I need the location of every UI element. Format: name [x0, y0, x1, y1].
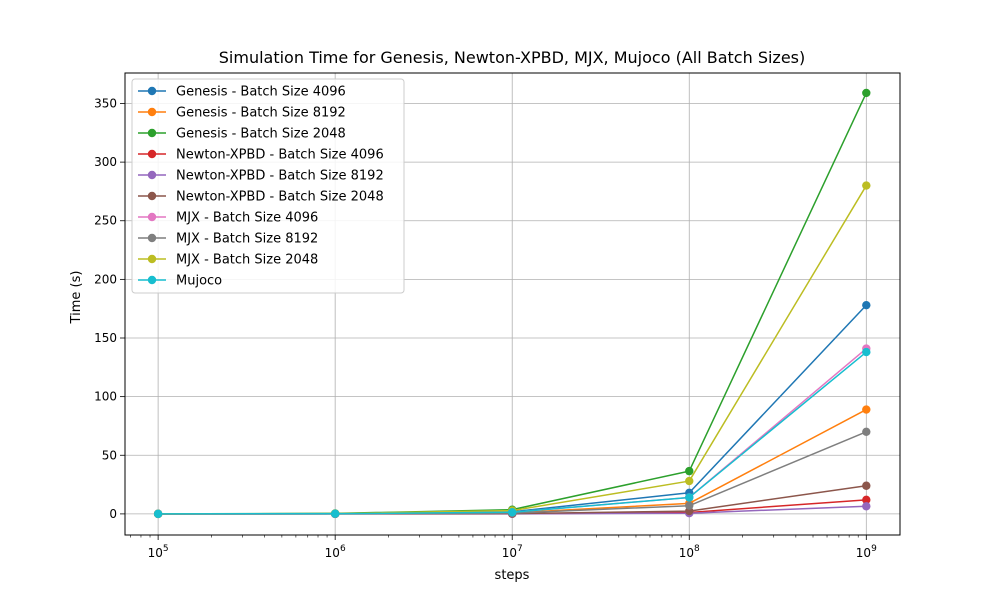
data-point	[862, 502, 871, 511]
y-tick-label: 250	[94, 214, 117, 228]
data-point	[153, 509, 163, 519]
legend-swatch-marker	[147, 254, 157, 264]
data-point	[862, 347, 871, 357]
data-point	[862, 481, 871, 490]
legend-item: Genesis - Batch Size 2048	[138, 127, 346, 142]
legend-swatch-marker	[147, 275, 157, 285]
y-tick-label: 150	[94, 331, 117, 345]
legend-box	[131, 78, 405, 294]
data-point	[862, 300, 871, 310]
legend-swatch-marker	[147, 86, 157, 96]
legend-label: Newton-XPBD - Batch Size 8192	[176, 169, 384, 184]
legend-swatch-marker	[147, 191, 157, 201]
legend-swatch-marker	[147, 149, 157, 159]
legend-item: Newton-XPBD - Batch Size 8192	[138, 169, 384, 184]
x-tick-label: 106	[325, 544, 346, 560]
legend-swatch-marker	[147, 107, 157, 117]
series-10	[153, 347, 871, 519]
y-axis-label: Time (s)	[69, 271, 84, 325]
legend-item: MJX - Batch Size 8192	[138, 232, 318, 247]
legend-swatch-marker	[147, 170, 157, 180]
y-tick-label: 350	[94, 96, 117, 110]
legend-item: Newton-XPBD - Batch Size 2048	[138, 190, 384, 205]
data-point	[685, 501, 694, 510]
legend: Genesis - Batch Size 4096 Genesis - Batch…	[131, 78, 405, 294]
y-tick-label: 0	[109, 507, 117, 521]
x-tick-label: 105	[148, 544, 169, 560]
data-point	[862, 88, 871, 98]
y-tick-label: 300	[94, 155, 117, 169]
legend-item: MJX - Batch Size 2048	[138, 253, 318, 268]
legend-label: Genesis - Batch Size 8192	[176, 106, 346, 121]
data-point	[330, 509, 340, 518]
legend-label: Newton-XPBD - Batch Size 4096	[176, 148, 384, 163]
x-tick-label: 107	[502, 544, 523, 560]
y-tick-label: 100	[94, 390, 117, 404]
legend-item: Genesis - Batch Size 8192	[138, 106, 346, 121]
x-tick-label: 108	[679, 544, 700, 560]
y-tick-label: 50	[102, 448, 117, 462]
axis-ticks: 105 106 107 108 109 0 50 100 150 200 250 300 350	[94, 96, 877, 560]
legend-swatch-marker	[147, 128, 157, 138]
x-tick-label: 109	[856, 544, 877, 560]
chart-title: Simulation Time for Genesis, Newton-XPBD…	[219, 48, 805, 67]
legend-item: Newton-XPBD - Batch Size 4096	[138, 148, 384, 163]
legend-label: MJX - Batch Size 8192	[176, 232, 318, 247]
data-point	[862, 181, 871, 190]
legend-item: Genesis - Batch Size 4096	[138, 85, 346, 100]
data-point	[862, 405, 871, 414]
x-axis-label: steps	[495, 568, 530, 583]
legend-swatch-marker	[147, 233, 157, 243]
legend-item: Mujoco	[138, 274, 222, 289]
data-point	[862, 495, 871, 505]
legend-label: Mujoco	[176, 274, 222, 289]
legend-label: Genesis - Batch Size 4096	[176, 85, 346, 100]
series-layer	[153, 88, 871, 519]
data-point	[685, 476, 694, 486]
legend-label: MJX - Batch Size 2048	[176, 253, 318, 268]
legend-label: Genesis - Batch Size 2048	[176, 127, 346, 142]
data-point	[685, 466, 694, 476]
legend-swatch-marker	[147, 212, 157, 222]
legend-item: MJX - Batch Size 4096	[138, 211, 318, 226]
legend-label: MJX - Batch Size 4096	[176, 211, 318, 226]
data-point	[862, 427, 871, 437]
data-point	[685, 493, 694, 502]
data-point	[508, 508, 517, 517]
legend-label: Newton-XPBD - Batch Size 2048	[176, 190, 384, 205]
y-tick-label: 200	[94, 272, 117, 286]
